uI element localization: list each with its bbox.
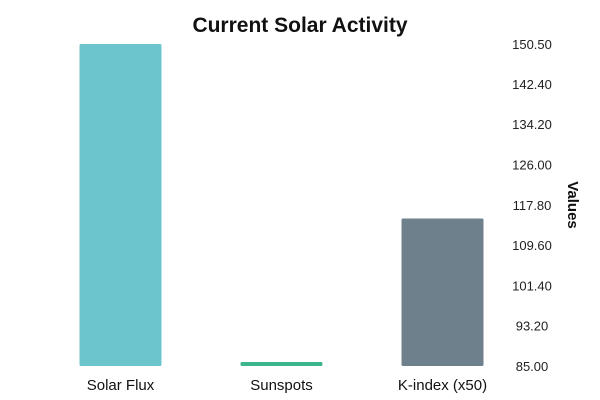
y-axis-ticks: 150.50 142.40 134.20 126.00 117.80 109.60 101.… [512, 37, 552, 374]
bar-0 [79, 44, 162, 366]
bar-2 [401, 218, 484, 366]
y-tick-label-2: 134.20 [512, 117, 552, 132]
y-tick-label-0: 150.50 [512, 37, 552, 52]
y-tick-label-8: 85.00 [516, 359, 549, 374]
category-label-2: K-index (x50) [398, 377, 487, 394]
y-tick-label-1: 142.40 [512, 77, 552, 92]
category-label-1: Sunspots [250, 377, 313, 394]
y-tick-label-7: 93.20 [516, 319, 549, 334]
y-tick-label-6: 101.40 [512, 278, 552, 293]
y-tick-label-4: 117.80 [513, 198, 552, 213]
category-labels: Solar Flux Sunspots K-index (x50) [87, 377, 487, 394]
category-label-0: Solar Flux [87, 377, 155, 394]
y-axis-label: Values [564, 181, 581, 229]
y-tick-label-3: 126.00 [512, 157, 552, 172]
bar-1 [240, 362, 323, 366]
y-tick-label-5: 109.60 [512, 238, 552, 253]
chart-title: Current Solar Activity [192, 14, 407, 37]
bars-group [79, 44, 484, 366]
